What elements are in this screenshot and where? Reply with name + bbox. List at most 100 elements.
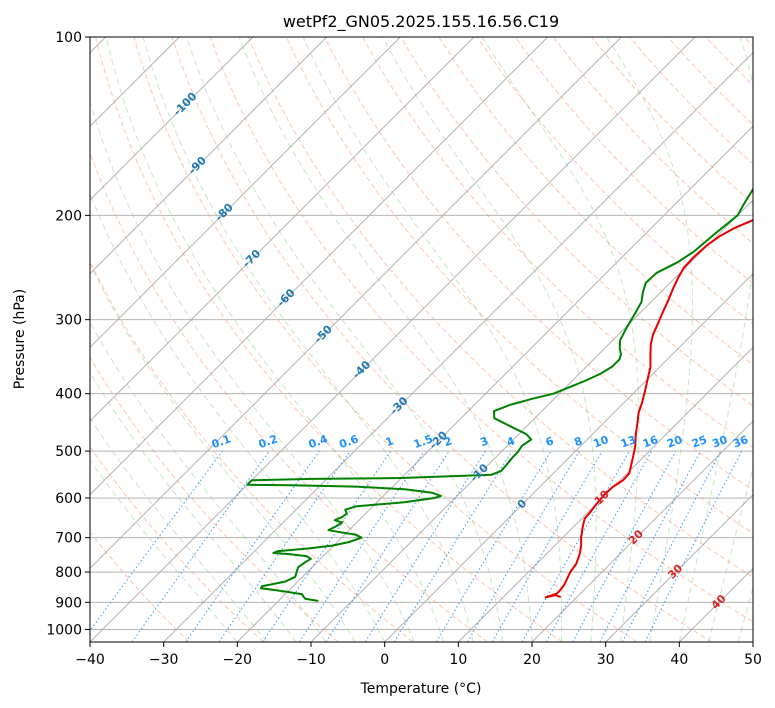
isotherm-label: -80 <box>213 201 236 224</box>
moist-adiabat <box>90 321 327 642</box>
dry-adiabat <box>743 37 753 47</box>
mixing-ratio-line <box>572 450 677 642</box>
x-tick-label: 10 <box>449 652 467 668</box>
dry-adiabat <box>90 151 488 642</box>
isotherm-line <box>679 567 753 642</box>
mixing-ratio-line <box>262 450 392 642</box>
mixing-ratio-label: 3 <box>478 434 490 449</box>
dry-adiabat <box>591 37 753 205</box>
dewpoint-line <box>246 187 753 602</box>
dry-adiabat <box>552 37 753 244</box>
isotherm-label: -70 <box>240 247 263 270</box>
y-tick-label: 400 <box>55 387 82 403</box>
dry-adiabat <box>667 37 753 126</box>
dry-adiabat <box>400 37 753 407</box>
x-tick-label: −30 <box>149 652 179 668</box>
x-tick-label: 50 <box>744 652 762 668</box>
isotherm-label: -60 <box>274 286 297 309</box>
moist-adiabat <box>142 37 474 642</box>
isotherm-line <box>237 125 753 642</box>
mixing-ratio-label: 36 <box>731 433 750 451</box>
moist-adiabat <box>90 417 268 642</box>
moist-adiabat <box>90 262 356 642</box>
isotherm-line <box>163 52 753 642</box>
dry-adiabat <box>324 37 753 491</box>
moist-adiabat <box>302 37 563 642</box>
mixing-ratio-label: 1 <box>384 434 396 449</box>
dry-adiabat <box>90 356 339 642</box>
moist-adiabat-label: 40 <box>709 592 729 612</box>
dry-adiabat <box>171 37 712 642</box>
moist-adiabat <box>708 465 753 642</box>
moist-adiabat-label: 20 <box>626 527 646 547</box>
dry-adiabat <box>95 37 563 642</box>
mixing-ratio-label: 0.4 <box>307 432 330 451</box>
x-tick-label: 20 <box>523 652 541 668</box>
moist-adiabat <box>678 37 753 642</box>
mixing-ratio-line <box>599 450 701 642</box>
isotherm-label: -30 <box>387 394 410 417</box>
mixing-ratio-label: 20 <box>665 433 684 451</box>
isotherm-line <box>90 37 475 422</box>
data-series <box>246 187 753 602</box>
x-tick-label: −10 <box>296 652 326 668</box>
dry-adiabat <box>90 445 264 642</box>
mixing-ratio-line <box>218 450 351 642</box>
dry-adiabat <box>209 37 753 623</box>
mixing-ratio-label: 0.2 <box>257 432 280 451</box>
y-tick-label: 900 <box>55 595 82 611</box>
moist-adiabat <box>90 459 238 642</box>
moist-adiabat <box>737 585 753 642</box>
isotherm-line <box>605 494 753 642</box>
mixing-ratio-label: 2 <box>442 434 454 449</box>
mixing-ratio-label: 1.5 <box>412 432 435 451</box>
y-tick-label: 600 <box>55 491 82 507</box>
dry-adiabat <box>514 37 753 285</box>
temperature-line <box>544 219 753 599</box>
isotherm-label: -50 <box>312 322 335 345</box>
moist-adiabat <box>481 37 640 642</box>
dry-adiabat <box>438 37 753 366</box>
mixing-ratio-label: 4 <box>505 434 517 449</box>
mixing-ratio-line <box>467 450 580 642</box>
mixing-ratio-label: 13 <box>619 433 638 450</box>
mixing-ratio-label: 6 <box>544 434 556 449</box>
mixing-ratio-label: 25 <box>690 433 709 450</box>
moist-adiabat <box>606 37 693 642</box>
dry-adiabat <box>133 37 638 642</box>
dry-adiabat <box>90 260 414 642</box>
dry-adiabat <box>90 531 190 642</box>
x-tick-label: 0 <box>380 652 389 668</box>
moist-adiabat <box>90 99 415 642</box>
y-axis-label: Pressure (hPa) <box>12 289 28 389</box>
annotations: -100-90-80-70-60-50-40-30-20-1000.1 0.2 0.… <box>171 90 751 612</box>
mixing-ratio-line <box>644 450 743 642</box>
mixing-ratio-line <box>298 450 425 642</box>
isotherm-line <box>90 37 401 348</box>
dry-adiabat <box>362 37 753 449</box>
moist-adiabat-label: 30 <box>665 561 685 581</box>
isotherm-label: -90 <box>186 154 209 177</box>
mixing-ratio-line <box>90 450 223 632</box>
chart-title: wetPf2_GN05.2025.155.16.56.C19 <box>283 12 559 32</box>
mixing-ratio-line <box>131 450 270 642</box>
y-tick-label: 100 <box>55 30 82 46</box>
moist-adiabat <box>381 37 597 642</box>
y-tick-label: 800 <box>55 565 82 581</box>
x-axis-label: Temperature (°C) <box>360 681 482 697</box>
x-tick-label: −40 <box>75 652 105 668</box>
moist-adiabat <box>90 192 386 642</box>
isotherm-line <box>752 641 753 642</box>
isotherm-label: 0 <box>515 496 530 511</box>
isotherm-line <box>90 37 327 275</box>
y-tick-label: 500 <box>55 444 82 460</box>
y-tick-label: 300 <box>55 313 82 329</box>
mixing-ratio-line <box>545 450 653 642</box>
isotherm-line <box>90 37 254 201</box>
isotherm-line <box>90 37 548 496</box>
isotherm-label: -100 <box>171 90 200 119</box>
isotherm-line <box>384 273 753 642</box>
dry-adiabat <box>705 37 753 87</box>
x-tick-label: 40 <box>670 652 688 668</box>
